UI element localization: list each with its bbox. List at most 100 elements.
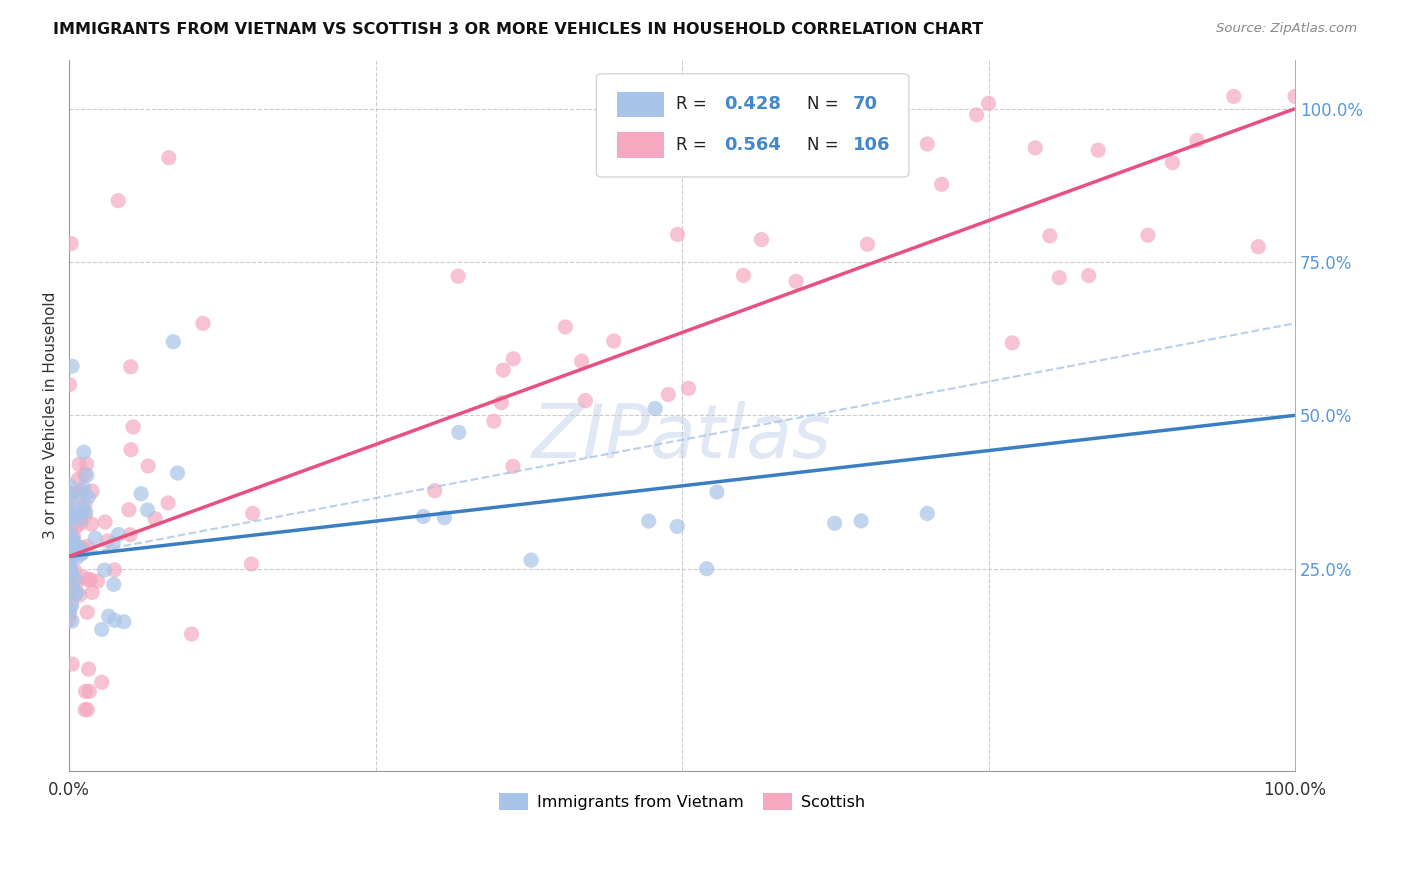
Point	[433, 510, 456, 524]
Point	[80, 517, 103, 532]
Point	[917, 136, 939, 151]
Point	[60, 530, 83, 544]
Point	[73, 481, 96, 495]
Point	[143, 511, 166, 525]
Point	[58, 612, 80, 626]
Point	[751, 233, 773, 247]
Point	[412, 509, 434, 524]
Point	[696, 562, 718, 576]
Point	[644, 401, 666, 416]
Point	[62, 542, 84, 557]
Point	[136, 503, 159, 517]
Point	[59, 510, 82, 524]
Point	[122, 420, 145, 434]
Text: N =: N =	[807, 95, 844, 113]
Point	[917, 507, 939, 521]
Point	[1077, 268, 1099, 283]
Point	[855, 120, 877, 134]
Point	[73, 445, 96, 459]
Y-axis label: 3 or more Vehicles in Household: 3 or more Vehicles in Household	[44, 292, 58, 539]
Point	[59, 524, 82, 538]
Point	[75, 505, 97, 519]
Point	[59, 490, 82, 504]
Point	[58, 377, 80, 392]
Point	[59, 525, 82, 540]
Point	[59, 579, 82, 593]
Point	[554, 320, 576, 334]
Point	[706, 485, 728, 500]
Point	[931, 178, 953, 192]
Point	[58, 478, 80, 492]
Point	[66, 574, 89, 589]
Point	[79, 573, 101, 587]
Point	[162, 334, 184, 349]
Bar	[617, 92, 664, 117]
Text: R =: R =	[676, 95, 711, 113]
Point	[76, 605, 98, 619]
Point	[966, 108, 988, 122]
Point	[59, 530, 82, 544]
Text: Source: ZipAtlas.com: Source: ZipAtlas.com	[1216, 22, 1357, 36]
Point	[77, 662, 100, 676]
Point	[58, 538, 80, 552]
Point	[77, 490, 100, 504]
Point	[82, 484, 104, 499]
Point	[70, 489, 93, 503]
Point	[60, 581, 83, 595]
Point	[666, 519, 689, 533]
Text: 106: 106	[852, 136, 890, 154]
Point	[62, 534, 84, 549]
Point	[1185, 133, 1208, 147]
Point	[785, 274, 807, 288]
Point	[59, 546, 82, 560]
Point	[60, 568, 83, 582]
Point	[136, 458, 159, 473]
Point	[120, 442, 142, 457]
Point	[67, 472, 90, 486]
Point	[103, 563, 125, 577]
Point	[69, 512, 91, 526]
Point	[856, 237, 879, 252]
Point	[101, 537, 124, 551]
Point	[58, 554, 80, 568]
Point	[502, 351, 524, 366]
Point	[63, 535, 86, 549]
Point	[58, 564, 80, 578]
Point	[58, 564, 80, 578]
Point	[60, 359, 83, 374]
Point	[76, 457, 98, 471]
Point	[104, 613, 127, 627]
Point	[1222, 89, 1244, 103]
Point	[118, 502, 141, 516]
Point	[502, 459, 524, 474]
Point	[423, 483, 446, 498]
Point	[773, 108, 796, 122]
Point	[58, 504, 80, 518]
Point	[84, 531, 107, 545]
Point	[849, 514, 872, 528]
Point	[58, 485, 80, 500]
Point	[62, 549, 84, 563]
Point	[977, 96, 1000, 111]
Point	[67, 458, 90, 472]
Point	[90, 675, 112, 690]
Point	[60, 597, 83, 611]
Point	[824, 516, 846, 531]
Point	[112, 615, 135, 629]
Point	[574, 393, 596, 408]
Point	[59, 512, 82, 526]
Point	[678, 381, 700, 395]
Point	[75, 508, 97, 523]
Point	[97, 533, 120, 548]
Point	[60, 549, 83, 563]
Point	[72, 541, 94, 555]
Point	[492, 363, 515, 377]
Point	[103, 577, 125, 591]
Point	[447, 269, 470, 284]
Point	[603, 334, 626, 348]
Point	[107, 194, 129, 208]
Point	[63, 564, 86, 578]
Point	[491, 395, 513, 409]
Point	[59, 580, 82, 594]
Point	[58, 607, 80, 622]
